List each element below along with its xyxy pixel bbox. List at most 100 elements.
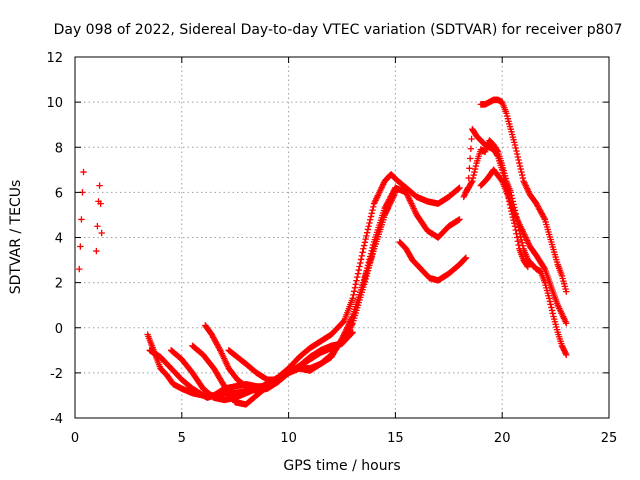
data-point bbox=[77, 243, 84, 250]
series-s9 bbox=[396, 238, 470, 284]
y-tick-label: 2 bbox=[55, 277, 63, 292]
data-point bbox=[370, 203, 377, 211]
y-tick-label: 0 bbox=[55, 322, 63, 337]
x-tick-label: 0 bbox=[71, 431, 79, 446]
y-tick-label: 6 bbox=[55, 186, 63, 201]
data-point bbox=[78, 216, 85, 223]
data-point bbox=[366, 219, 373, 227]
y-tick-label: -4 bbox=[50, 412, 63, 427]
x-tick-label: 10 bbox=[280, 431, 297, 446]
data-point bbox=[456, 184, 463, 192]
data-point bbox=[461, 255, 469, 262]
data-point bbox=[517, 233, 524, 240]
x-tick-label: 20 bbox=[494, 431, 511, 446]
data-point bbox=[524, 263, 532, 271]
data-point bbox=[367, 213, 375, 220]
data-point bbox=[516, 162, 524, 170]
data-point bbox=[351, 284, 359, 291]
data-point bbox=[456, 216, 463, 223]
data-point bbox=[354, 273, 361, 281]
data-point bbox=[547, 301, 554, 308]
data-point bbox=[354, 270, 362, 277]
data-point bbox=[468, 135, 475, 143]
y-tick-labels: -4 -2 0 2 4 6 8 10 12 bbox=[46, 51, 63, 427]
data-point bbox=[563, 320, 570, 327]
data-point bbox=[514, 238, 522, 245]
data-point bbox=[548, 304, 555, 311]
data-point bbox=[348, 329, 356, 337]
data-point bbox=[519, 174, 527, 182]
x-axis-title: GPS time / hours bbox=[283, 458, 400, 474]
data-point bbox=[357, 259, 364, 267]
x-tick-label: 25 bbox=[601, 431, 618, 446]
data-point bbox=[350, 291, 357, 299]
data-point bbox=[361, 239, 369, 246]
data-point bbox=[368, 210, 375, 217]
series-s13 bbox=[477, 166, 570, 327]
data-point bbox=[512, 144, 519, 152]
data-point bbox=[494, 151, 501, 159]
data-point bbox=[363, 232, 370, 240]
data-point bbox=[392, 189, 399, 196]
data-point bbox=[540, 214, 548, 222]
data-point bbox=[365, 223, 372, 230]
data-point bbox=[348, 321, 356, 328]
y-tick-label: 8 bbox=[55, 141, 63, 156]
data-point bbox=[355, 266, 362, 274]
data-point bbox=[468, 179, 475, 186]
data-point bbox=[93, 247, 100, 255]
data-point bbox=[515, 156, 522, 164]
data-point bbox=[518, 239, 526, 246]
data-point bbox=[98, 229, 105, 237]
data-point bbox=[469, 177, 476, 185]
data-point bbox=[369, 206, 376, 214]
x-tick-label: 5 bbox=[178, 431, 186, 446]
data-point bbox=[518, 168, 525, 176]
data-point bbox=[513, 147, 520, 155]
data-point bbox=[471, 168, 478, 176]
data-point bbox=[523, 262, 531, 269]
data-point bbox=[517, 165, 524, 173]
data-point bbox=[465, 174, 472, 182]
data-point bbox=[511, 141, 519, 149]
ticks-layer bbox=[74, 56, 610, 419]
data-point bbox=[548, 307, 556, 314]
data-point bbox=[513, 234, 521, 241]
data-point bbox=[563, 288, 570, 295]
data-point bbox=[519, 242, 527, 249]
data-point bbox=[360, 245, 367, 252]
chart-title: Day 098 of 2022, Sidereal Day-to-day VTE… bbox=[54, 22, 623, 38]
series-s8 bbox=[225, 329, 356, 383]
grid-layer bbox=[75, 57, 609, 418]
data-point bbox=[353, 277, 360, 284]
data-point bbox=[97, 200, 104, 207]
data-point bbox=[563, 351, 570, 359]
y-tick-label: 10 bbox=[46, 96, 63, 111]
data-point bbox=[356, 263, 363, 270]
data-point bbox=[518, 171, 526, 179]
data-point bbox=[466, 155, 474, 162]
data-point bbox=[518, 236, 525, 243]
data-point bbox=[351, 288, 358, 295]
data-point bbox=[545, 295, 553, 302]
data-point bbox=[362, 235, 369, 243]
data-point bbox=[96, 182, 103, 189]
data-point bbox=[359, 249, 366, 256]
data-point bbox=[511, 223, 519, 230]
data-point bbox=[499, 169, 507, 177]
data-point bbox=[466, 165, 473, 172]
data-point bbox=[472, 162, 480, 170]
marks-layer bbox=[76, 96, 570, 408]
data-point bbox=[357, 256, 365, 263]
data-point bbox=[94, 223, 101, 230]
y-axis-title: SDTVAR / TECUs bbox=[8, 180, 24, 295]
data-point bbox=[549, 310, 556, 317]
series-s2 bbox=[93, 182, 105, 255]
data-point bbox=[364, 226, 372, 233]
data-point bbox=[352, 281, 359, 288]
data-point bbox=[515, 241, 522, 249]
y-tick-label: 4 bbox=[55, 232, 63, 247]
data-point bbox=[470, 171, 477, 179]
data-point bbox=[514, 153, 522, 161]
